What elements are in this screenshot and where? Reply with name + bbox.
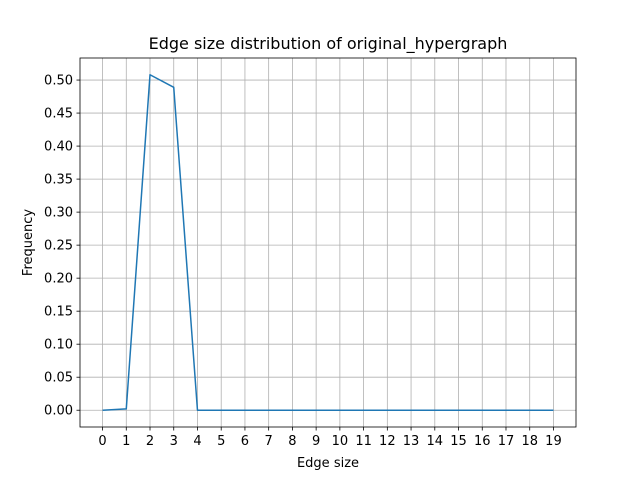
y-tick-label: 0.40 (44, 140, 73, 155)
x-tick-label: 19 (545, 434, 562, 449)
x-tick-label: 11 (355, 434, 372, 449)
y-axis-title: Frequency (21, 209, 36, 276)
y-tick-label: 0.35 (44, 173, 73, 188)
y-tick-label: 0.10 (44, 338, 73, 353)
x-tick-label: 0 (98, 434, 106, 449)
x-tick-label: 1 (122, 434, 130, 449)
y-tick-label: 0.15 (44, 305, 73, 320)
x-tick-label: 4 (193, 434, 201, 449)
y-tick-label: 0.50 (44, 74, 73, 89)
x-axis-title: Edge size (297, 456, 359, 471)
y-tick-label: 0.25 (44, 239, 73, 254)
x-tick-label: 15 (450, 434, 467, 449)
x-tick-label: 7 (265, 434, 273, 449)
plot-frame (79, 57, 577, 428)
y-tick-label: 0.05 (44, 371, 73, 386)
x-tick-label: 9 (312, 434, 320, 449)
tick-layer: 0 1 2 3 4 5 6 7 8 9 10 11 12 13 14 15 16 17 18 190.000.050.… (44, 74, 562, 449)
x-tick-label: 2 (146, 434, 154, 449)
x-tick-label: 8 (288, 434, 296, 449)
grid (80, 58, 576, 427)
y-tick-label: 0.30 (44, 206, 73, 221)
y-tick-label: 0.45 (44, 107, 73, 122)
x-tick-label: 13 (403, 434, 420, 449)
x-tick-label: 16 (474, 434, 491, 449)
series-line (102, 74, 554, 411)
x-tick-label: 6 (241, 434, 249, 449)
y-tick-label: 0.00 (44, 404, 73, 419)
chart-title: Edge size distribution of original_hyper… (149, 34, 508, 54)
series-layer (102, 74, 554, 411)
x-tick-label: 5 (217, 434, 225, 449)
y-tick-label: 0.20 (44, 272, 73, 287)
x-tick-label: 3 (170, 434, 178, 449)
x-tick-label: 14 (427, 434, 444, 449)
x-tick-label: 17 (498, 434, 515, 449)
x-tick-label: 10 (332, 434, 349, 449)
x-tick-label: 18 (521, 434, 538, 449)
x-tick-label: 12 (379, 434, 396, 449)
